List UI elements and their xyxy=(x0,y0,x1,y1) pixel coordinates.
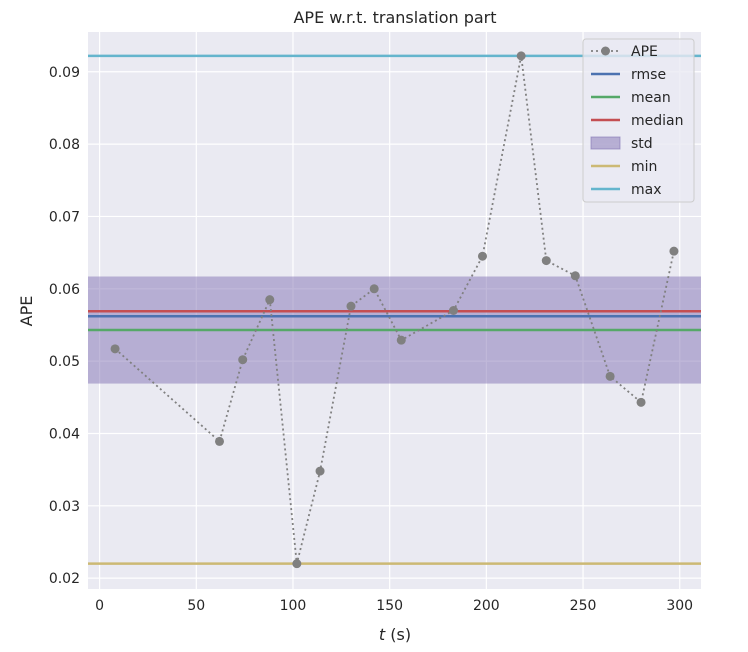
legend-rmse-label: rmse xyxy=(631,67,666,83)
y-tick-label: 0.03 xyxy=(49,499,80,515)
y-tick-label: 0.05 xyxy=(49,354,80,370)
legend-std-handle xyxy=(590,136,621,150)
x-tick-label: 50 xyxy=(187,598,205,614)
legend-min-label: min xyxy=(631,159,657,175)
ape-point xyxy=(396,335,406,345)
y-tick-label: 0.08 xyxy=(49,137,80,153)
y-axis-label: APE xyxy=(17,296,36,327)
legend-std-label: std xyxy=(631,136,653,152)
ape-point xyxy=(315,466,325,476)
ape-point xyxy=(570,271,580,281)
ape-point xyxy=(369,284,379,294)
legend-mean-label: mean xyxy=(631,90,671,106)
legend-APE-label: APE xyxy=(631,44,658,60)
ape-point xyxy=(605,371,615,381)
x-tick-label: 100 xyxy=(280,598,307,614)
ape-point xyxy=(214,436,224,446)
ape-point xyxy=(292,559,302,569)
ape-point xyxy=(516,51,526,61)
legend-median-label: median xyxy=(631,113,683,129)
ape-point xyxy=(448,306,458,315)
y-tick-label: 0.04 xyxy=(49,426,80,442)
y-tick-label: 0.09 xyxy=(49,65,80,81)
legend-max-label: max xyxy=(631,182,662,198)
y-tick-label: 0.06 xyxy=(49,282,80,298)
x-tick-label: 0 xyxy=(95,598,104,614)
ape-point xyxy=(346,301,356,311)
ape-point xyxy=(238,355,248,365)
ape-point xyxy=(265,295,275,305)
ape-point xyxy=(477,251,487,261)
chart-title: APE w.r.t. translation part xyxy=(293,8,496,27)
y-tick-label: 0.07 xyxy=(49,209,80,225)
x-axis-label: t (s) xyxy=(379,625,411,644)
ape-point xyxy=(669,246,679,256)
stat-lines xyxy=(88,54,701,565)
y-tick-label: 0.02 xyxy=(49,571,80,587)
legend-ape-marker xyxy=(601,46,610,56)
ape-point xyxy=(541,256,551,266)
axis-ticks: 0 50 100 150 200 250 300 0.02 0.03 0.04 0.05 0.06 0.… xyxy=(49,65,693,614)
legend-box xyxy=(582,38,695,203)
ape-point xyxy=(110,344,120,354)
ape-series xyxy=(110,51,679,569)
x-tick-label: 200 xyxy=(473,598,500,614)
x-tick-label: 150 xyxy=(376,598,403,614)
legend: APE rmse mean median std min max xyxy=(582,38,695,203)
x-tick-label: 250 xyxy=(570,598,597,614)
ape-point xyxy=(636,397,646,407)
x-tick-label: 300 xyxy=(666,598,693,614)
